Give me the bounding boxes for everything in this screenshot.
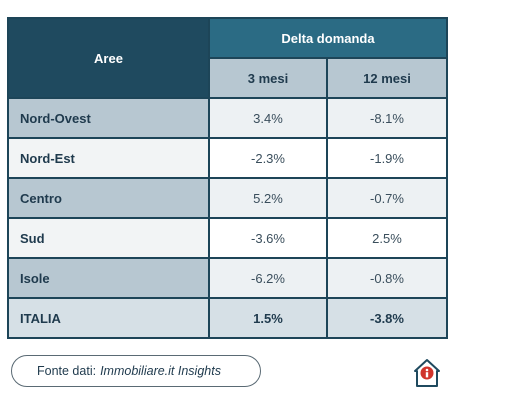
row-area-label: Sud (7, 217, 210, 259)
row-area-label: Nord-Est (7, 137, 210, 179)
row-value-3-mesi: -2.3% (208, 137, 328, 179)
table-row: Sud -3.6% 2.5% (7, 217, 448, 259)
source-badge: Fonte dati: Immobiliare.it Insights (11, 355, 261, 387)
table-row: Nord-Ovest 3.4% -8.1% (7, 97, 448, 139)
row-value-3-mesi: -6.2% (208, 257, 328, 299)
house-info-icon (413, 358, 441, 388)
row-value-12-mesi: -3.8% (326, 297, 448, 339)
table-row: Nord-Est -2.3% -1.9% (7, 137, 448, 179)
row-value-3-mesi: 5.2% (208, 177, 328, 219)
table-row: Isole -6.2% -0.8% (7, 257, 448, 299)
row-area-label: Nord-Ovest (7, 97, 210, 139)
source-label: Fonte dati: (37, 364, 97, 378)
row-value-12-mesi: -0.7% (326, 177, 448, 219)
row-area-label: ITALIA (7, 297, 210, 339)
header-delta-domanda: Delta domanda (208, 17, 448, 59)
row-value-12-mesi: -0.8% (326, 257, 448, 299)
header-12-mesi: 12 mesi (326, 57, 448, 99)
table-row: Centro 5.2% -0.7% (7, 177, 448, 219)
row-value-3-mesi: -3.6% (208, 217, 328, 259)
table-row-total: ITALIA 1.5% -3.8% (7, 297, 448, 339)
header-aree: Aree (7, 17, 210, 99)
row-value-12-mesi: 2.5% (326, 217, 448, 259)
row-area-label: Centro (7, 177, 210, 219)
row-value-12-mesi: -8.1% (326, 97, 448, 139)
row-value-3-mesi: 3.4% (208, 97, 328, 139)
source-value: Immobiliare.it Insights (100, 364, 221, 378)
row-value-3-mesi: 1.5% (208, 297, 328, 339)
row-value-12-mesi: -1.9% (326, 137, 448, 179)
header-3-mesi: 3 mesi (208, 57, 328, 99)
row-area-label: Isole (7, 257, 210, 299)
delta-domanda-table: Aree Delta domanda 3 mesi 12 mesi Nord-O… (7, 17, 448, 339)
